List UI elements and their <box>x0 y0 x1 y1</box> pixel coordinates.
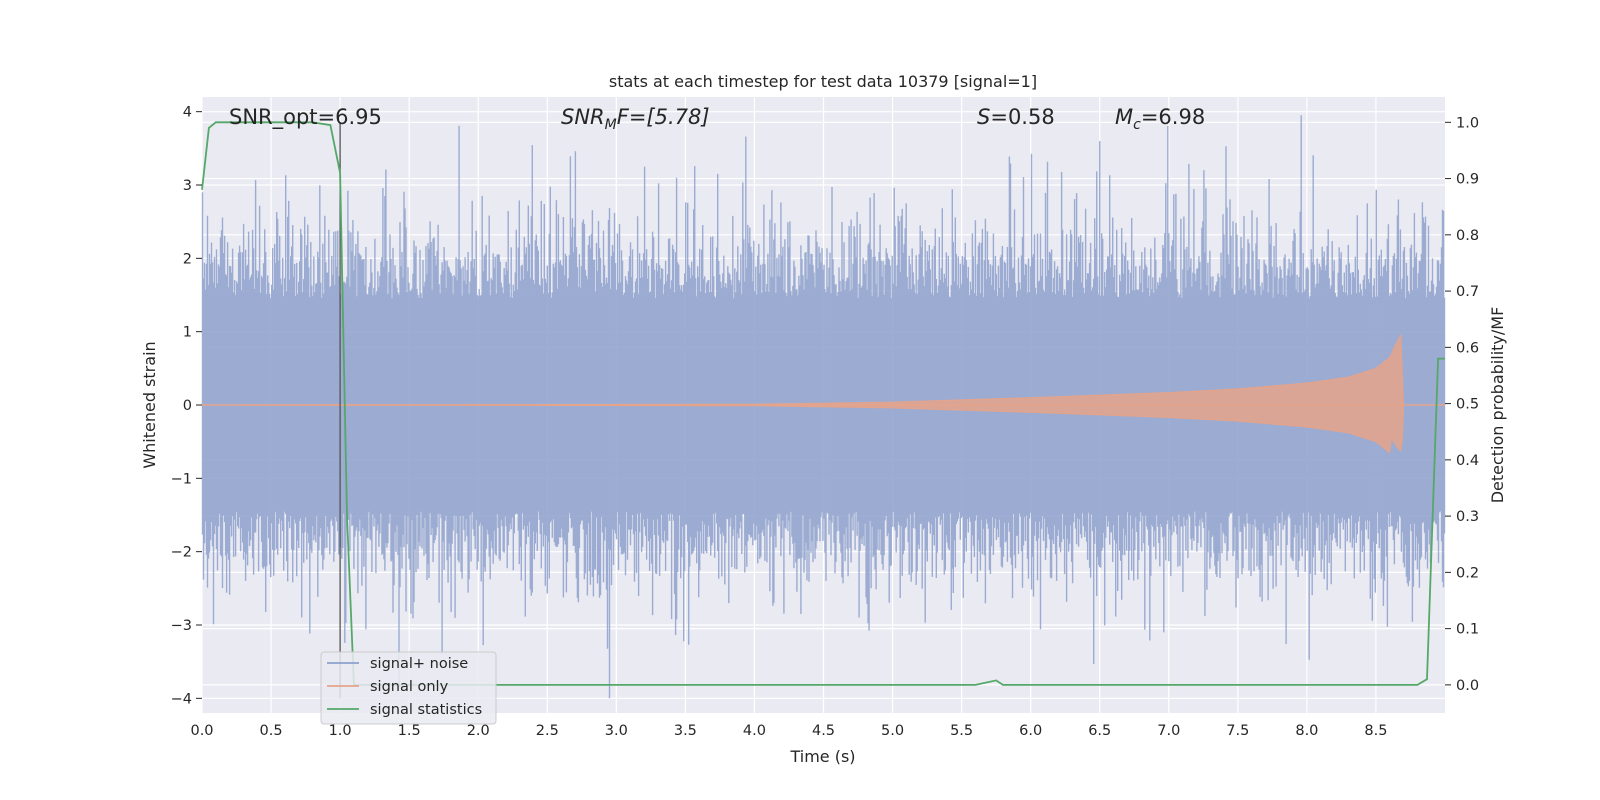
x-tick-label: 8.5 <box>1364 723 1387 739</box>
y-tick-label: 2 <box>183 251 192 267</box>
y-right-tick-label: 0.6 <box>1456 340 1479 356</box>
y-right-tick-label: 0.7 <box>1456 284 1479 300</box>
x-axis-ticks: 0.0 0.5 1.0 1.5 2.0 2.5 3.0 3.5 4.0 4.5 5.0 5.5 6.0 6… <box>190 723 1387 739</box>
x-tick-label: 2.0 <box>467 723 490 739</box>
y-tick-label: −1 <box>171 471 192 487</box>
y-right-tick-label: 0.9 <box>1456 172 1479 188</box>
y-axis-ticks: −4 −3 −2 −1 0 1 2 3 4 <box>171 105 202 707</box>
x-tick-label: 7.0 <box>1157 723 1180 739</box>
legend-label-signal: signal only <box>370 679 449 695</box>
signal-statistics-line <box>201 121 1445 686</box>
y-tick-label: 0 <box>183 398 192 414</box>
y-right-tick-label: 0.0 <box>1456 678 1479 694</box>
x-tick-label: 5.5 <box>950 723 973 739</box>
legend-label-noise: signal+ noise <box>370 656 468 672</box>
x-tick-label: 5.0 <box>881 723 904 739</box>
legend-box <box>320 651 497 725</box>
y-right-tick-label: 0.1 <box>1456 622 1479 638</box>
annotation-snr-opt: SNR_opt=6.95 <box>229 105 382 130</box>
x-tick-label: 0.0 <box>190 723 213 739</box>
y-tick-label: 1 <box>183 325 192 341</box>
y-tick-label: 3 <box>183 178 192 194</box>
x-tick-label: 2.5 <box>536 723 559 739</box>
x-tick-label: 0.5 <box>260 723 283 739</box>
y-axis-label: Whitened strain <box>140 341 159 468</box>
signal-only-series <box>202 333 1445 454</box>
x-tick-label: 8.0 <box>1295 723 1318 739</box>
y-right-tick-label: 0.2 <box>1456 565 1479 581</box>
x-tick-label: 1.5 <box>398 723 421 739</box>
x-tick-label: 4.5 <box>812 723 835 739</box>
y-right-tick-label: 0.8 <box>1456 228 1479 244</box>
y-tick-label: 4 <box>183 105 192 121</box>
y-right-tick-label: 0.4 <box>1456 453 1479 469</box>
x-axis-label: Time (s) <box>789 747 855 766</box>
y-right-axis-label: Detection probability/MF <box>1488 307 1507 504</box>
y-right-tick-label: 0.3 <box>1456 509 1479 525</box>
x-tick-label: 3.5 <box>674 723 697 739</box>
x-tick-label: 6.0 <box>1019 723 1042 739</box>
chart-title: stats at each timestep for test data 103… <box>609 72 1037 91</box>
y-tick-label: −3 <box>171 618 192 634</box>
y-tick-label: −4 <box>171 691 192 707</box>
y-right-tick-label: 0.5 <box>1456 397 1479 413</box>
x-tick-label: 1.0 <box>329 723 352 739</box>
x-tick-label: 4.0 <box>743 723 766 739</box>
y-tick-label: −2 <box>171 545 192 561</box>
x-tick-label: 6.5 <box>1088 723 1111 739</box>
legend-label-stats: signal statistics <box>370 702 482 718</box>
x-tick-label: 3.0 <box>605 723 628 739</box>
y-right-axis-ticks: 0.0 0.1 0.2 0.3 0.4 0.5 0.6 0.7 0.8 0.9 1.0 <box>1445 115 1479 694</box>
x-tick-label: 7.5 <box>1226 723 1249 739</box>
annotation-mc: Mc=6.98 <box>1115 105 1205 133</box>
annotation-snr-mf: SNRMF=[5.78] <box>561 105 710 133</box>
annotation-s: S=0.58 <box>977 105 1055 129</box>
legend: signal+ noise signal only signal statist… <box>320 651 497 725</box>
y-right-tick-label: 1.0 <box>1456 115 1479 131</box>
